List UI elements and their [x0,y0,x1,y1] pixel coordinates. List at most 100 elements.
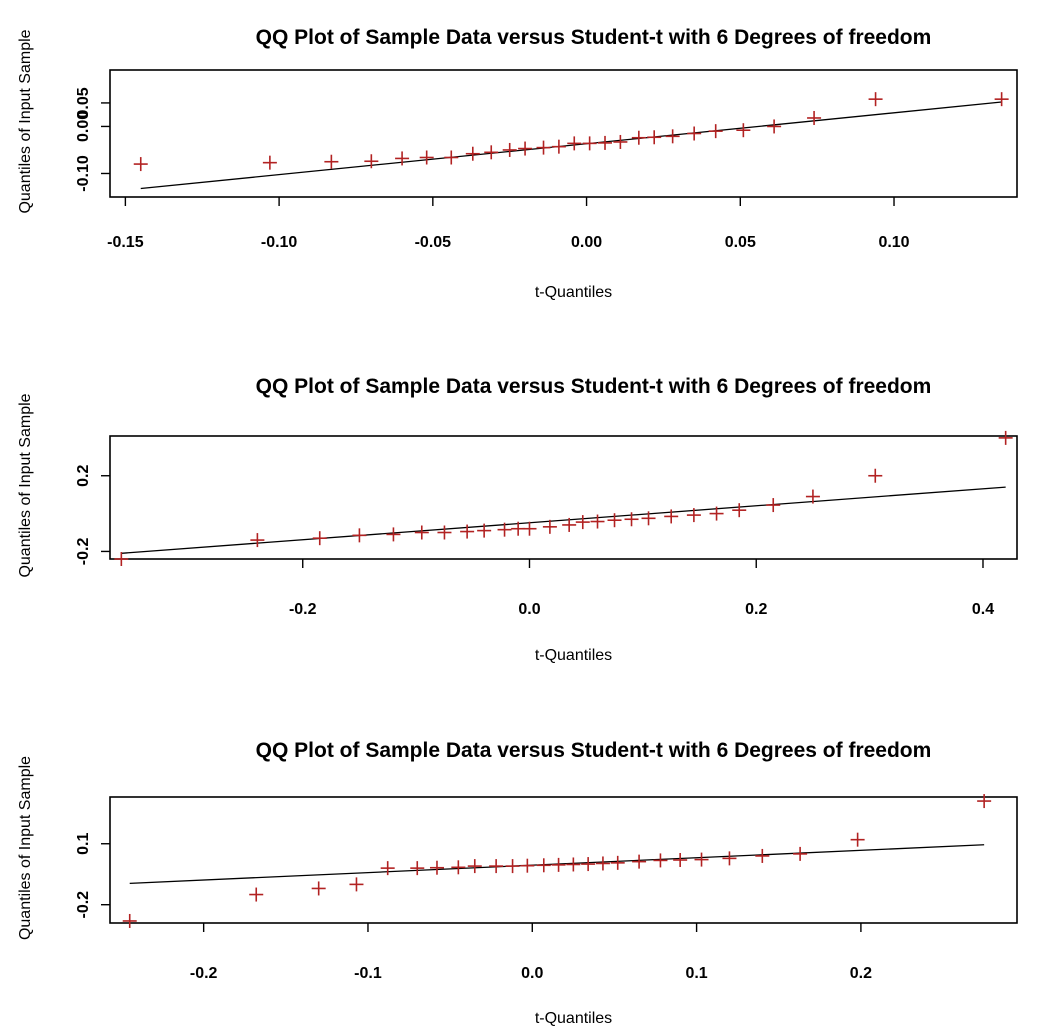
data-point [687,126,702,141]
data-point [444,150,459,165]
data-point [868,468,883,483]
plot-frame [109,796,1018,924]
y-axis-label: Quantiles of Input Sample [17,29,34,213]
data-point [581,857,596,872]
x-tick-label: 0.0 [518,601,540,618]
plot-frame [109,69,1018,198]
x-tick-label: 0.0 [521,965,543,982]
x-tick-label: -0.05 [415,234,452,251]
x-axis-label: t-Quantiles [535,1010,612,1027]
x-axis-label: t-Quantiles [535,647,612,664]
data-point [793,846,808,861]
x-tick-label: -0.1 [354,965,382,982]
x-tick-label: 0.10 [878,234,909,251]
data-point [767,119,782,134]
y-axis-label: Quantiles of Input Sample [17,756,34,940]
y-tick-label: -0.2 [75,538,92,566]
data-point [386,527,401,542]
data-point [497,522,512,537]
data-point [489,859,504,874]
qq-panel-2: QQ Plot of Sample Data versus Student-t … [17,375,1018,664]
data-point [665,129,680,144]
data-point [364,154,379,169]
data-point [324,154,339,169]
data-point [419,150,434,165]
data-point [632,854,647,869]
y-tick-label: 0.1 [75,833,92,855]
data-point [673,853,688,867]
data-point [542,519,557,534]
data-point [380,861,395,876]
reference-line [129,844,985,885]
data-point [311,881,326,896]
data-point [686,508,701,523]
data-point [994,92,1009,107]
data-point [536,858,551,873]
data-point [262,155,277,170]
x-tick-label: 0.2 [850,965,872,982]
data-point [451,860,466,875]
data-point [631,130,646,145]
data-point [595,856,610,871]
data-point [122,913,137,928]
y-axis-label: Quantiles of Input Sample [17,393,34,577]
data-point [766,498,781,513]
data-point [484,145,499,160]
data-point [518,141,533,156]
data-point [694,852,709,867]
data-point [607,513,622,528]
data-point [755,848,770,863]
data-point [736,123,751,138]
data-point [349,877,364,892]
data-point [624,512,639,527]
data-point [536,140,551,155]
x-tick-label: 0.4 [972,601,994,618]
x-tick-label: -0.10 [261,234,298,251]
qq-panel-3: QQ Plot of Sample Data versus Student-t … [17,739,1018,1027]
data-point [567,136,582,151]
data-point [250,533,265,548]
data-point [850,832,865,847]
data-point [610,855,625,870]
y-tick-label: -0.10 [75,155,92,192]
data-point [410,861,425,876]
data-point [465,146,480,161]
data-point [653,853,668,868]
data-point [352,528,367,543]
data-point [709,506,724,521]
data-point [977,794,992,809]
data-point [414,525,429,540]
data-point [582,136,597,151]
data-point [502,142,517,157]
data-point [505,859,520,874]
y-tick-label: -0.2 [75,891,92,919]
data-point [708,124,723,139]
data-point [575,515,590,530]
data-point [249,887,264,902]
x-tick-label: 0.1 [685,965,707,982]
data-point [590,514,605,529]
data-point [133,157,148,172]
data-point [551,857,566,872]
data-point [722,851,737,866]
data-point [732,503,747,518]
data-point [429,860,444,875]
data-point [312,531,327,546]
data-point [641,511,656,526]
x-tick-label: -0.15 [107,234,144,251]
x-tick-label: 0.2 [745,601,767,618]
data-point [805,489,820,504]
data-point [114,552,129,566]
data-point [460,524,475,539]
qq-panel-1: QQ Plot of Sample Data versus Student-t … [17,26,1018,301]
panel-title: QQ Plot of Sample Data versus Student-t … [256,739,932,762]
data-point [467,859,482,874]
panel-title: QQ Plot of Sample Data versus Student-t … [256,26,932,49]
data-point [520,858,535,873]
data-point [664,509,679,524]
reference-line [140,101,1002,190]
y-tick-label: 0.2 [75,465,92,487]
panel-title: QQ Plot of Sample Data versus Student-t … [256,375,932,398]
x-tick-label: -0.2 [289,601,317,618]
